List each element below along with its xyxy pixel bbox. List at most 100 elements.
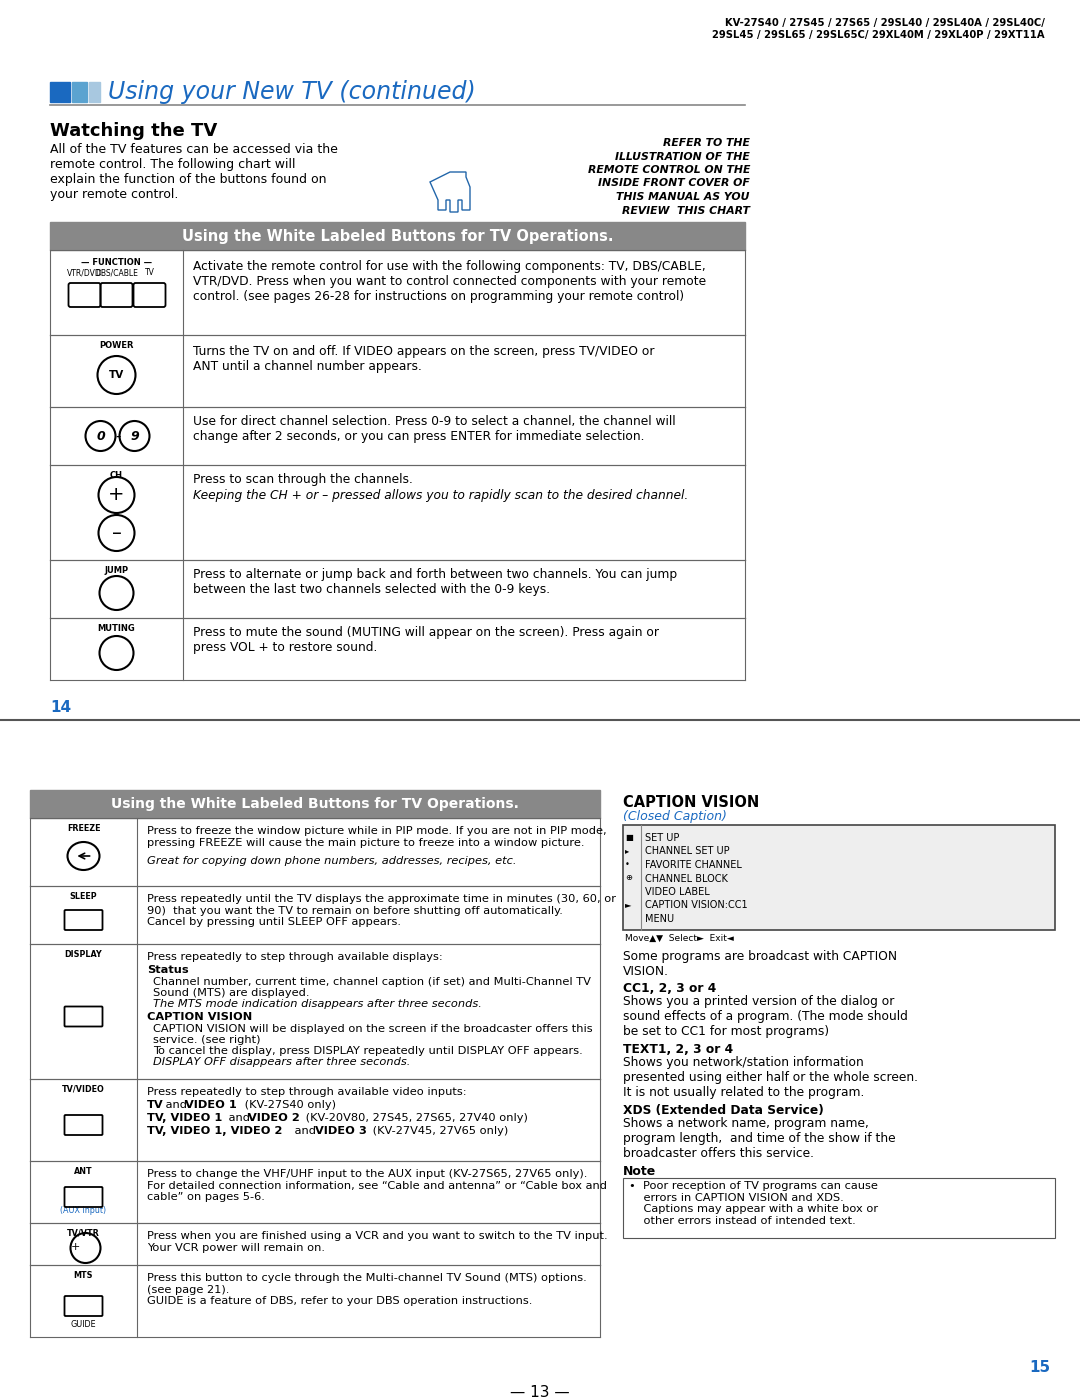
Text: Press to mute the sound (MUTING will appear on the screen). Press again or
press: Press to mute the sound (MUTING will app… (193, 626, 659, 654)
Text: +: + (108, 486, 125, 504)
Text: MUTING: MUTING (97, 624, 135, 633)
Text: Using the White Labeled Buttons for TV Operations.: Using the White Labeled Buttons for TV O… (181, 229, 613, 243)
Text: Channel number, current time, channel caption (if set) and Multi-Channel TV: Channel number, current time, channel ca… (153, 977, 591, 988)
Text: ■: ■ (625, 833, 633, 842)
Text: CC1, 2, 3 or 4: CC1, 2, 3 or 4 (623, 982, 716, 995)
Text: ⊕: ⊕ (625, 873, 632, 883)
Text: TV: TV (109, 370, 124, 380)
Text: Press to alternate or jump back and forth between two channels. You can jump
bet: Press to alternate or jump back and fort… (193, 569, 677, 597)
Text: TEXT1, 2, 3 or 4: TEXT1, 2, 3 or 4 (623, 1044, 733, 1056)
Text: Status: Status (147, 965, 189, 975)
Text: TV, VIDEO 1: TV, VIDEO 1 (147, 1113, 222, 1123)
Text: Using the White Labeled Buttons for TV Operations.: Using the White Labeled Buttons for TV O… (111, 798, 518, 812)
Text: SLEEP: SLEEP (70, 893, 97, 901)
Text: Press to freeze the window picture while in PIP mode. If you are not in PIP mode: Press to freeze the window picture while… (147, 826, 607, 848)
Text: DISPLAY OFF disappears after three seconds.: DISPLAY OFF disappears after three secon… (153, 1058, 410, 1067)
Bar (30, 789, 600, 819)
Text: TV/VIDEO: TV/VIDEO (63, 1085, 105, 1094)
Text: CAPTION VISION will be displayed on the screen if the broadcaster offers this: CAPTION VISION will be displayed on the … (153, 1024, 593, 1034)
Text: Using your New TV (continued): Using your New TV (continued) (108, 80, 476, 103)
Text: TV, VIDEO 1, VIDEO 2: TV, VIDEO 1, VIDEO 2 (147, 1126, 282, 1136)
Text: and: and (225, 1113, 254, 1123)
Text: 14: 14 (50, 700, 71, 715)
Text: (AUX input): (AUX input) (60, 1206, 107, 1215)
Text: Shows you a printed version of the dialog or
sound effects of a program. (The mo: Shows you a printed version of the dialo… (623, 995, 908, 1038)
Text: REFER TO THE: REFER TO THE (663, 138, 750, 148)
Text: GUIDE: GUIDE (70, 1320, 96, 1329)
Text: CAPTION VISION:CC1: CAPTION VISION:CC1 (645, 901, 747, 911)
Text: VIDEO 3: VIDEO 3 (315, 1126, 367, 1136)
Text: All of the TV features can be accessed via the: All of the TV features can be accessed v… (50, 142, 338, 156)
Text: Press repeatedly to step through available video inputs:: Press repeatedly to step through availab… (147, 1087, 467, 1097)
Text: XDS (Extended Data Service): XDS (Extended Data Service) (623, 1104, 824, 1118)
Text: -: - (116, 429, 121, 443)
Text: remote control. The following chart will: remote control. The following chart will (50, 158, 296, 170)
Text: POWER: POWER (99, 341, 134, 351)
Text: CHANNEL SET UP: CHANNEL SET UP (645, 847, 730, 856)
Text: JUMP: JUMP (105, 566, 129, 576)
Text: and: and (291, 1126, 320, 1136)
Text: ILLUSTRATION OF THE: ILLUSTRATION OF THE (616, 151, 750, 162)
Text: –: – (111, 524, 121, 542)
Text: (KV-27V45, 27V65 only): (KV-27V45, 27V65 only) (369, 1126, 509, 1136)
Text: CH: CH (110, 471, 123, 481)
Text: Use for direct channel selection. Press 0-9 to select a channel, the channel wil: Use for direct channel selection. Press … (193, 415, 676, 443)
Text: Keeping the CH + or – pressed allows you to rapidly scan to the desired channel.: Keeping the CH + or – pressed allows you… (193, 489, 688, 502)
Text: THIS MANUAL AS YOU: THIS MANUAL AS YOU (617, 191, 750, 203)
Text: CAPTION VISION: CAPTION VISION (623, 795, 759, 810)
Text: FAVORITE CHANNEL: FAVORITE CHANNEL (645, 861, 742, 870)
Text: TV: TV (147, 1099, 164, 1111)
Text: Press repeatedly until the TV displays the approximate time in minutes (30, 60, : Press repeatedly until the TV displays t… (147, 894, 616, 928)
Text: Watching the TV: Watching the TV (50, 122, 217, 140)
Text: 29SL45 / 29SL65 / 29SL65C/ 29XL40M / 29XL40P / 29XT11A: 29SL45 / 29SL65 / 29SL65C/ 29XL40M / 29X… (713, 29, 1045, 41)
Text: TV/VTR: TV/VTR (67, 1229, 99, 1238)
Text: VIDEO LABEL: VIDEO LABEL (645, 887, 710, 897)
Text: Shows a network name, program name,
program length,  and time of the show if the: Shows a network name, program name, prog… (623, 1118, 895, 1160)
Text: VTR/DVD: VTR/DVD (67, 268, 102, 277)
Text: FREEZE: FREEZE (67, 824, 100, 833)
Text: ▸: ▸ (625, 847, 630, 855)
Text: 15: 15 (1029, 1361, 1050, 1375)
Text: Press repeatedly to step through available displays:: Press repeatedly to step through availab… (147, 951, 443, 963)
Text: Press to scan through the channels.: Press to scan through the channels. (193, 474, 413, 486)
Bar (623, 1178, 1055, 1238)
Text: KV-27S40 / 27S45 / 27S65 / 29SL40 / 29SL40A / 29SL40C/: KV-27S40 / 27S45 / 27S65 / 29SL40 / 29SL… (725, 18, 1045, 28)
Text: (Closed Caption): (Closed Caption) (623, 810, 727, 823)
Text: and: and (162, 1099, 191, 1111)
Text: Press when you are finished using a VCR and you want to switch to the TV input.
: Press when you are finished using a VCR … (147, 1231, 608, 1253)
Text: Great for copying down phone numbers, addresses, recipes, etc.: Great for copying down phone numbers, ad… (147, 856, 516, 866)
Text: SET UP: SET UP (645, 833, 679, 842)
Text: VIDEO 2: VIDEO 2 (248, 1113, 300, 1123)
Text: TV: TV (145, 268, 154, 277)
Text: DISPLAY: DISPLAY (65, 950, 103, 958)
Text: The MTS mode indication disappears after three seconds.: The MTS mode indication disappears after… (153, 999, 482, 1009)
Bar (89, 82, 100, 102)
Text: (KV-20V80, 27S45, 27S65, 27V40 only): (KV-20V80, 27S45, 27S65, 27V40 only) (302, 1113, 528, 1123)
Text: Sound (MTS) are displayed.: Sound (MTS) are displayed. (153, 988, 310, 997)
Text: Press this button to cycle through the Multi-channel TV Sound (MTS) options.
(se: Press this button to cycle through the M… (147, 1273, 586, 1306)
Text: explain the function of the buttons found on: explain the function of the buttons foun… (50, 173, 326, 186)
Text: Some programs are broadcast with CAPTION
VISION.: Some programs are broadcast with CAPTION… (623, 950, 897, 978)
Text: +: + (71, 1242, 80, 1252)
Text: Note: Note (623, 1165, 657, 1178)
Text: — 13 —: — 13 — (510, 1384, 570, 1397)
Bar (623, 826, 1055, 930)
Text: Activate the remote control for use with the following components: TV, DBS/CABLE: Activate the remote control for use with… (193, 260, 706, 303)
Text: REMOTE CONTROL ON THE: REMOTE CONTROL ON THE (588, 165, 750, 175)
Text: REVIEW  THIS CHART: REVIEW THIS CHART (622, 205, 750, 215)
Text: 0: 0 (96, 429, 105, 443)
Text: VIDEO 1: VIDEO 1 (185, 1099, 237, 1111)
Text: Move▲▼  Select►  Exit◄: Move▲▼ Select► Exit◄ (625, 935, 733, 943)
Text: (KV-27S40 only): (KV-27S40 only) (241, 1099, 336, 1111)
Text: ►: ► (625, 901, 632, 909)
Text: ANT: ANT (75, 1166, 93, 1176)
Text: Turns the TV on and off. If VIDEO appears on the screen, press TV/VIDEO or
ANT u: Turns the TV on and off. If VIDEO appear… (193, 345, 654, 373)
Text: MTS: MTS (73, 1271, 93, 1280)
Text: To cancel the display, press DISPLAY repeatedly until DISPLAY OFF appears.: To cancel the display, press DISPLAY rep… (153, 1046, 583, 1056)
Text: INSIDE FRONT COVER OF: INSIDE FRONT COVER OF (598, 179, 750, 189)
Text: •  Poor reception of TV programs can cause
    errors in CAPTION VISION and XDS.: • Poor reception of TV programs can caus… (629, 1180, 878, 1225)
Text: MENU: MENU (645, 914, 674, 923)
Bar (72, 82, 87, 102)
Text: your remote control.: your remote control. (50, 189, 178, 201)
Text: Press to change the VHF/UHF input to the AUX input (KV-27S65, 27V65 only).
For d: Press to change the VHF/UHF input to the… (147, 1169, 607, 1203)
